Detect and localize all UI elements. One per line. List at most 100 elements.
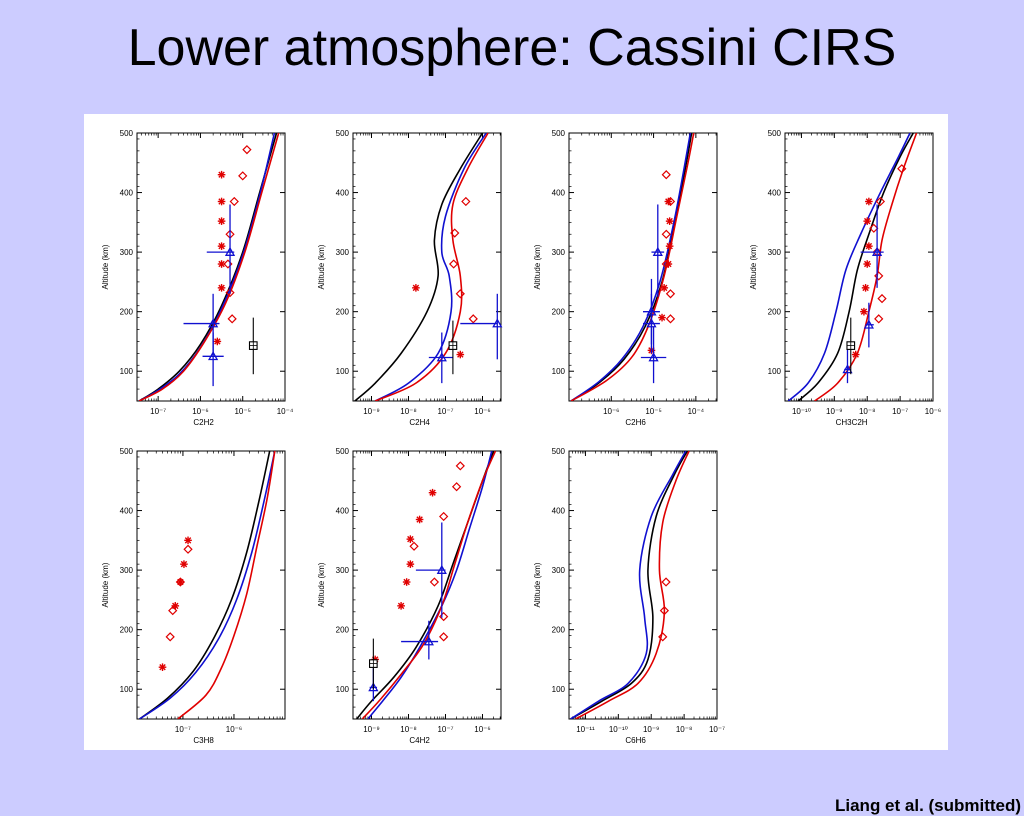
- obs-star-marker: [406, 560, 415, 568]
- y-axis-label: Altitude (km): [101, 562, 110, 607]
- chart-c2h4: 100 200 300 400 500 10⁻⁹ 10⁻⁸ 10⁻⁷ 10⁻⁶ C2H4 Altit…: [317, 129, 503, 427]
- y-tick-label: 400: [120, 507, 134, 516]
- chart-c6h6: 100 200 300 400 500 10⁻¹¹ 10⁻¹⁰ 10⁻⁹ 10⁻⁸ 10⁻⁷ C6H…: [533, 447, 725, 745]
- y-axis-label: Altitude (km): [533, 244, 542, 289]
- model-curve-blue: [570, 133, 692, 401]
- obs-triangle-marker: [423, 636, 434, 646]
- model-curve-red: [814, 133, 918, 401]
- obs-diamond-marker: [175, 577, 186, 587]
- y-tick-label: 200: [120, 308, 134, 317]
- obs-star-marker: [217, 217, 226, 225]
- obs-diamond-marker: [661, 229, 671, 239]
- obs-triangle-marker: [368, 682, 379, 692]
- x-tick-label: 10⁻⁹: [826, 407, 843, 416]
- y-tick-label: 200: [120, 626, 134, 635]
- obs-diamond-marker: [897, 164, 907, 174]
- y-axis-label: Altitude (km): [101, 244, 110, 289]
- obs-diamond-marker: [661, 259, 671, 269]
- y-tick-label: 300: [336, 248, 350, 257]
- obs-diamond-marker: [450, 228, 460, 238]
- obs-star-marker: [406, 535, 415, 543]
- chart-c3h8: 100 200 300 400 500 10⁻⁷ 10⁻⁶ C3H8 Altitude (km): [101, 447, 286, 745]
- y-tick-label: 500: [768, 129, 782, 138]
- y-axis-label: Altitude (km): [749, 244, 758, 289]
- x-tick-label: 10⁻⁸: [400, 407, 417, 416]
- obs-star-marker: [660, 284, 668, 292]
- x-axis-label: C2H6: [625, 418, 646, 427]
- obs-star-marker: [863, 217, 872, 225]
- obs-star-marker: [428, 488, 437, 497]
- model-curve-black: [356, 451, 495, 719]
- plot-frame: [352, 132, 502, 402]
- x-tick-label: 10⁻⁷: [437, 725, 453, 734]
- plot-frame: [352, 450, 502, 720]
- obs-diamond-marker: [451, 482, 462, 492]
- x-tick-label: 10⁻⁸: [859, 407, 876, 416]
- x-axis-label: C3H8: [193, 736, 214, 745]
- model-curve-blue: [139, 451, 276, 719]
- y-tick-label: 100: [552, 685, 566, 694]
- obs-star-marker: [658, 313, 666, 322]
- y-tick-label: 300: [552, 248, 566, 257]
- obs-triangle-errorbar: [651, 204, 665, 297]
- obs-triangle-marker: [871, 246, 883, 256]
- obs-diamond-marker: [429, 577, 440, 587]
- y-tick-label: 200: [768, 308, 782, 317]
- x-tick-label: 10⁻⁹: [363, 407, 380, 416]
- y-tick-label: 400: [768, 189, 782, 198]
- obs-diamond-marker: [455, 289, 465, 299]
- obs-triangle-marker: [648, 352, 659, 362]
- obs-star-marker: [402, 578, 411, 586]
- obs-star-marker: [171, 602, 180, 610]
- model-curves: [356, 451, 497, 719]
- obs-triangle-errorbar: [428, 332, 453, 384]
- y-tick-label: 200: [336, 626, 350, 635]
- obs-diamond-marker: [439, 611, 449, 622]
- y-tick-label: 100: [768, 367, 782, 376]
- obs-star-marker: [456, 350, 465, 359]
- obs-star-marker: [863, 260, 872, 268]
- model-curve-red: [575, 451, 690, 719]
- profiles-figure: 100 200 300 400 500 10⁻⁷ 10⁻⁶ 10⁻⁵ 10⁻⁴ C2H2 Altit…: [101, 129, 941, 745]
- model-curve-blue: [374, 133, 487, 401]
- x-tick-label: 10⁻⁹: [643, 725, 660, 734]
- x-tick-label: 10⁻⁷: [709, 725, 725, 734]
- obs-triangle-errorbar: [415, 522, 446, 618]
- y-tick-label: 400: [552, 189, 566, 198]
- plot-frame: [568, 450, 718, 720]
- obs-diamond-marker: [455, 461, 465, 471]
- x-tick-label: 10⁻¹⁰: [609, 725, 628, 734]
- obs-star-marker: [665, 242, 674, 250]
- y-axis-label: Altitude (km): [533, 562, 542, 607]
- obs-diamond-marker: [229, 196, 239, 207]
- obs-diamond-marker: [448, 259, 459, 269]
- obs-triangle-errorbar: [643, 293, 660, 354]
- y-axis-label: Altitude (km): [317, 562, 326, 607]
- model-curve-blue: [787, 133, 911, 401]
- model-curves: [139, 451, 276, 719]
- obs-star-marker: [176, 578, 185, 586]
- y-tick-label: 200: [552, 308, 566, 317]
- obs-diamond-marker: [165, 632, 175, 642]
- x-tick-label: 10⁻⁴: [688, 407, 705, 416]
- x-axis-label: CH3C2H: [836, 418, 868, 427]
- obs-triangle-errorbar: [460, 293, 498, 360]
- model-curves: [787, 133, 918, 401]
- chart-c2h6: 100 200 300 400 500 10⁻⁶ 10⁻⁵ 10⁻⁴ C2H6 Altitude …: [533, 129, 718, 427]
- obs-star-marker: [412, 284, 420, 292]
- model-curve-black: [354, 133, 484, 401]
- obs-star-marker: [158, 663, 167, 671]
- y-tick-label: 400: [552, 507, 566, 516]
- plot-frame: [136, 450, 286, 720]
- obs-diamond-marker: [242, 145, 252, 155]
- y-tick-label: 300: [120, 566, 134, 575]
- model-curve-blue: [570, 451, 687, 719]
- obs-star-marker: [217, 284, 226, 292]
- y-axis-label: Altitude (km): [317, 244, 326, 289]
- y-tick-label: 300: [768, 248, 782, 257]
- x-tick-label: 10⁻¹⁰: [792, 407, 811, 416]
- x-axis-label: C6H6: [625, 736, 646, 745]
- y-tick-label: 500: [120, 129, 134, 138]
- obs-star-marker: [217, 197, 226, 206]
- obs-diamond-marker: [227, 314, 237, 324]
